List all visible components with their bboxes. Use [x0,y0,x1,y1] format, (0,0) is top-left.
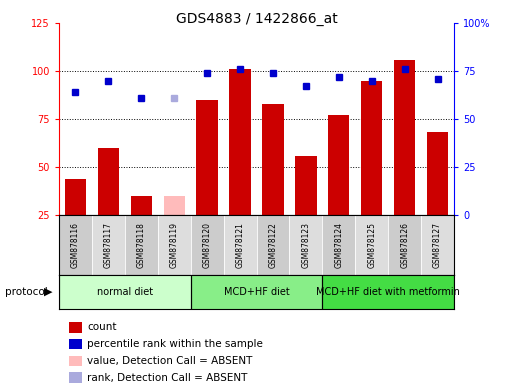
Bar [256,215,289,275]
Bar [92,215,125,275]
Bar [295,156,317,215]
Bar [158,215,191,275]
Bar [224,215,256,275]
Bar [131,196,152,215]
Text: GDS4883 / 1422866_at: GDS4883 / 1422866_at [175,12,338,25]
Bar [229,69,251,215]
Bar [262,104,284,215]
Bar [289,215,322,275]
Text: protocol: protocol [5,287,48,297]
Bar [322,275,454,309]
Text: GSM878118: GSM878118 [137,222,146,268]
Text: rank, Detection Call = ABSENT: rank, Detection Call = ABSENT [87,373,248,383]
Text: GSM878122: GSM878122 [268,222,278,268]
Text: GSM878123: GSM878123 [301,222,310,268]
Bar [427,132,448,215]
Bar [59,215,92,275]
Bar [191,275,322,309]
Bar [59,275,191,309]
Text: GSM878121: GSM878121 [235,222,245,268]
Bar [191,215,224,275]
Bar [388,215,421,275]
Text: GSM878120: GSM878120 [203,222,212,268]
Text: MCD+HF diet: MCD+HF diet [224,287,289,297]
Text: GSM878125: GSM878125 [367,222,376,268]
Text: GSM878127: GSM878127 [433,222,442,268]
Text: GSM878117: GSM878117 [104,222,113,268]
Bar [125,215,158,275]
Bar [421,215,454,275]
Bar [394,60,416,215]
Bar [355,215,388,275]
Text: count: count [87,322,117,332]
Bar [65,179,86,215]
Bar [322,215,355,275]
Text: percentile rank within the sample: percentile rank within the sample [87,339,263,349]
Bar [97,148,119,215]
Bar [328,115,349,215]
Bar [164,196,185,215]
Text: ▶: ▶ [44,287,52,297]
Text: value, Detection Call = ABSENT: value, Detection Call = ABSENT [87,356,252,366]
Text: MCD+HF diet with metformin: MCD+HF diet with metformin [316,287,460,297]
Text: GSM878126: GSM878126 [400,222,409,268]
Text: GSM878124: GSM878124 [334,222,343,268]
Text: GSM878119: GSM878119 [170,222,179,268]
Bar [196,100,218,215]
Bar [361,81,382,215]
Text: GSM878116: GSM878116 [71,222,80,268]
Text: normal diet: normal diet [97,287,153,297]
